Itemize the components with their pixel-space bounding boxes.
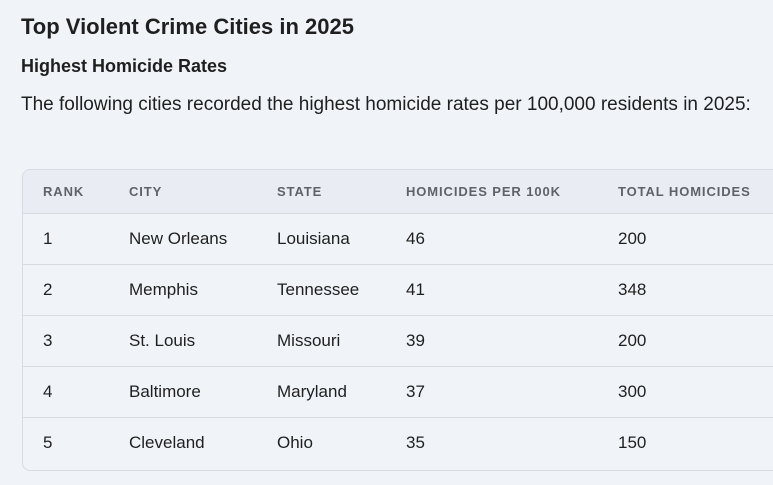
cell-homicides-per-100k: 46 bbox=[406, 228, 425, 248]
column-header-homicides-per-100k: HOMICIDES PER 100K bbox=[386, 170, 598, 214]
table-row: 3 St. Louis Missouri 39 200 bbox=[23, 314, 773, 366]
cell-state: Tennessee bbox=[257, 263, 386, 315]
column-header-rank: RANK bbox=[23, 170, 109, 214]
intro-paragraph: The following cities recorded the highes… bbox=[21, 94, 751, 115]
cell-city: Memphis bbox=[109, 263, 257, 315]
cell-rank: 4 bbox=[23, 365, 109, 417]
cell-homicides-per-100k: 35 bbox=[386, 416, 598, 468]
section-heading: Highest Homicide Rates bbox=[21, 56, 228, 76]
cell-homicides-per-100k: 39 bbox=[386, 314, 598, 366]
cell-homicides-per-100k: 41 bbox=[386, 263, 598, 315]
homicide-table-container[interactable]: RANK CITY STATE HOMICIDES PER 100K TOTAL… bbox=[22, 169, 773, 471]
cell-rank: 3 bbox=[23, 314, 109, 366]
table-header-row: RANK CITY STATE HOMICIDES PER 100K TOTAL… bbox=[23, 170, 773, 214]
cell-city: Cleveland bbox=[109, 416, 257, 468]
cell-state: Ohio bbox=[257, 416, 386, 468]
cell-state: Maryland bbox=[257, 365, 386, 417]
cell-total-homicides: 200 bbox=[598, 314, 773, 366]
cell-total-homicides: 200 bbox=[618, 228, 647, 248]
cell-rank: 5 bbox=[23, 416, 109, 468]
table-row: 4 Baltimore Maryland 37 300 bbox=[23, 365, 773, 417]
cell-city: Baltimore bbox=[109, 365, 257, 417]
cell-homicides-per-100k: 37 bbox=[386, 365, 598, 417]
cell-city: New Orleans bbox=[129, 228, 228, 248]
table-row: 1 New Orleans Louisiana 46 200 bbox=[23, 213, 773, 264]
cell-state: Missouri bbox=[257, 314, 386, 366]
column-header-total-homicides: TOTAL HOMICIDES bbox=[598, 170, 773, 214]
column-header-city: CITY bbox=[109, 170, 257, 214]
table-row: 2 Memphis Tennessee 41 348 bbox=[23, 263, 773, 315]
cell-rank: 1 bbox=[43, 228, 53, 248]
cell-total-homicides: 150 bbox=[598, 416, 773, 468]
page-title: Top Violent Crime Cities in 2025 bbox=[21, 14, 354, 39]
cell-city: St. Louis bbox=[109, 314, 257, 366]
cell-state: Louisiana bbox=[277, 228, 350, 248]
cell-rank: 2 bbox=[23, 263, 109, 315]
column-header-state: STATE bbox=[257, 170, 386, 214]
table-row: 5 Cleveland Ohio 35 150 bbox=[23, 416, 773, 468]
cell-total-homicides: 300 bbox=[598, 365, 773, 417]
cell-total-homicides: 348 bbox=[598, 263, 773, 315]
homicide-rates-table: RANK CITY STATE HOMICIDES PER 100K TOTAL… bbox=[23, 170, 773, 468]
